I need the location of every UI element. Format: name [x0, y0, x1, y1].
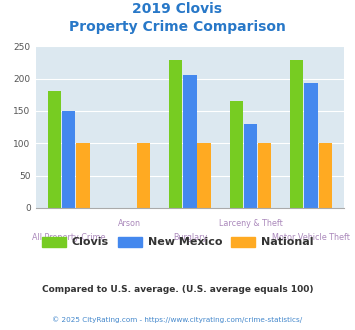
Bar	[230, 101, 243, 208]
Bar	[290, 60, 304, 208]
Text: Arson: Arson	[118, 219, 141, 228]
Bar	[62, 111, 76, 208]
Bar	[197, 143, 211, 208]
Text: All Property Crime: All Property Crime	[32, 233, 105, 242]
Text: Larceny & Theft: Larceny & Theft	[219, 219, 282, 228]
Bar	[304, 83, 318, 208]
Text: Property Crime Comparison: Property Crime Comparison	[69, 20, 286, 34]
Bar	[169, 60, 182, 208]
Text: Burglary: Burglary	[173, 233, 207, 242]
Text: Compared to U.S. average. (U.S. average equals 100): Compared to U.S. average. (U.S. average …	[42, 285, 313, 294]
Bar	[76, 143, 90, 208]
Bar	[137, 143, 150, 208]
Bar	[48, 91, 61, 208]
Bar	[183, 75, 197, 208]
Text: Motor Vehicle Theft: Motor Vehicle Theft	[272, 233, 350, 242]
Text: 2019 Clovis: 2019 Clovis	[132, 2, 223, 16]
Text: © 2025 CityRating.com - https://www.cityrating.com/crime-statistics/: © 2025 CityRating.com - https://www.city…	[53, 317, 302, 323]
Bar	[258, 143, 271, 208]
Bar	[244, 124, 257, 208]
Legend: Clovis, New Mexico, National: Clovis, New Mexico, National	[37, 232, 318, 252]
Bar	[319, 143, 332, 208]
